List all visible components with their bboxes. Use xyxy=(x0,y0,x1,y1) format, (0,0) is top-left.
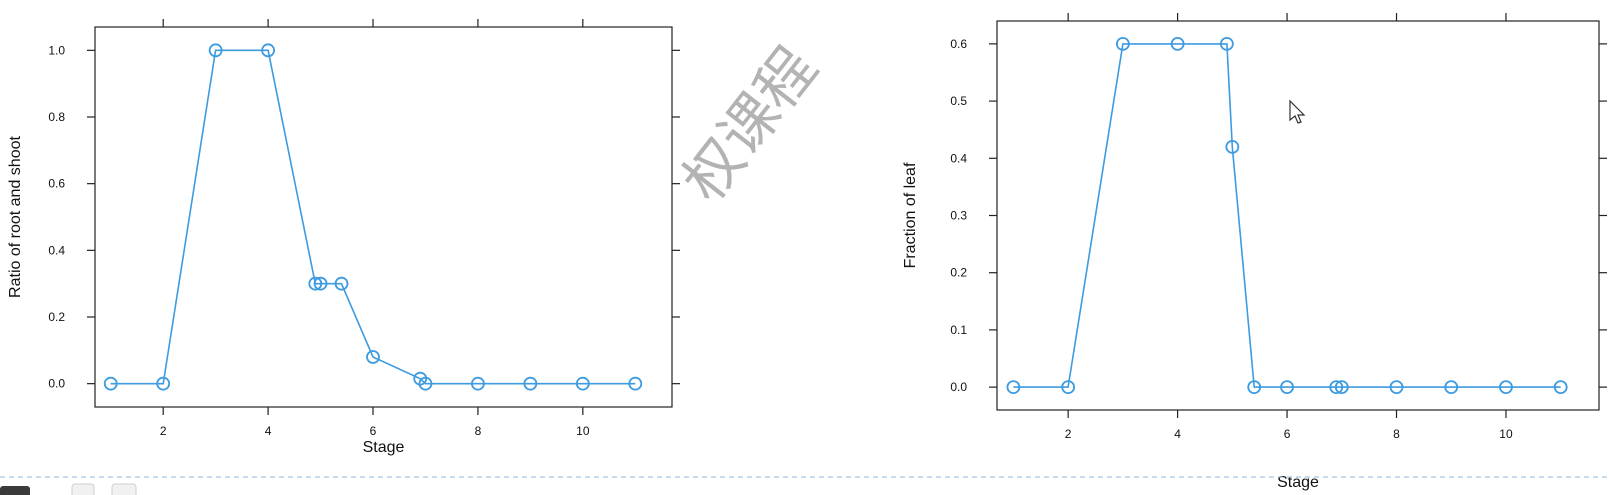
x-axis-title: Stage xyxy=(363,439,405,456)
y-tick-label: 0.0 xyxy=(950,380,967,394)
data-point xyxy=(523,376,538,391)
data-point xyxy=(1280,380,1294,395)
y-tick-label: 0.8 xyxy=(48,110,65,124)
data-point xyxy=(208,43,223,58)
data-point xyxy=(1006,380,1021,395)
y-axis-title: Ratio of root and shoot xyxy=(7,136,24,298)
data-point xyxy=(1334,380,1349,395)
data-point xyxy=(1389,380,1404,395)
x-axis-title: Stage xyxy=(1277,474,1319,491)
plot-frame xyxy=(94,26,673,408)
x-tick-label: 6 xyxy=(370,424,377,438)
data-point xyxy=(156,376,171,391)
chart-fraction-of-leaf: 2 4 6 8 10 0.0 0.1 0.2 0.3 0.4 0.5 0.6 Stage Fraction… xyxy=(902,13,1607,491)
x-tick-label: 6 xyxy=(1284,427,1291,441)
data-point xyxy=(1061,380,1076,395)
y-tick-label: 0.2 xyxy=(950,266,967,280)
x-tick-label: 4 xyxy=(1174,427,1181,441)
y-axis-title: Fraction of leaf xyxy=(902,162,919,268)
data-point xyxy=(1115,36,1130,51)
data-point xyxy=(1499,380,1513,395)
record-button[interactable] xyxy=(0,486,30,495)
toolbar-button[interactable] xyxy=(111,483,137,495)
chart-root-shoot-ratio: 2 4 6 8 10 0.0 0.2 0.4 0.6 0.8 1.0 Stage Ratio of ro… xyxy=(7,19,680,456)
data-point xyxy=(1329,380,1344,395)
data-point xyxy=(1170,36,1185,51)
data-point xyxy=(575,376,590,391)
data-point xyxy=(1225,139,1240,154)
data-point xyxy=(308,276,323,291)
y-tick-label: 0.0 xyxy=(48,377,65,391)
data-point xyxy=(261,43,276,58)
data-point xyxy=(418,376,433,391)
toolbar xyxy=(0,483,137,495)
data-point xyxy=(628,376,643,391)
data-point xyxy=(1553,380,1568,395)
x-tick-label: 4 xyxy=(265,424,272,438)
data-point xyxy=(1219,36,1234,51)
series-line xyxy=(110,49,636,385)
y-tick-label: 0.4 xyxy=(48,243,65,257)
x-tick-label: 8 xyxy=(1393,427,1400,441)
y-tick-label: 0.6 xyxy=(48,177,65,191)
x-tick-label: 10 xyxy=(1499,427,1513,441)
data-point xyxy=(1247,380,1262,395)
data-point xyxy=(471,376,485,391)
y-tick-label: 0.4 xyxy=(950,151,967,165)
y-tick-label: 1.0 xyxy=(48,43,65,57)
watermark-text: 权课程 xyxy=(669,35,830,214)
data-point xyxy=(313,276,328,291)
y-tick-label: 0.2 xyxy=(48,310,65,324)
y-tick-label: 0.5 xyxy=(950,94,967,108)
y-tick-label: 0.1 xyxy=(950,323,967,337)
y-tick-label: 0.6 xyxy=(950,37,967,51)
x-tick-label: 10 xyxy=(576,424,590,438)
mouse-cursor-icon xyxy=(1289,99,1306,124)
plot-frame xyxy=(996,20,1600,411)
x-tick-label: 8 xyxy=(475,424,482,438)
data-point xyxy=(334,276,349,291)
series-line xyxy=(1013,43,1561,388)
y-tick-label: 0.3 xyxy=(950,209,967,223)
data-point xyxy=(103,376,118,391)
x-tick-label: 2 xyxy=(1065,427,1072,441)
data-point xyxy=(1444,380,1459,395)
x-tick-label: 2 xyxy=(160,424,167,438)
data-point xyxy=(366,350,380,364)
toolbar-button[interactable] xyxy=(71,483,95,495)
